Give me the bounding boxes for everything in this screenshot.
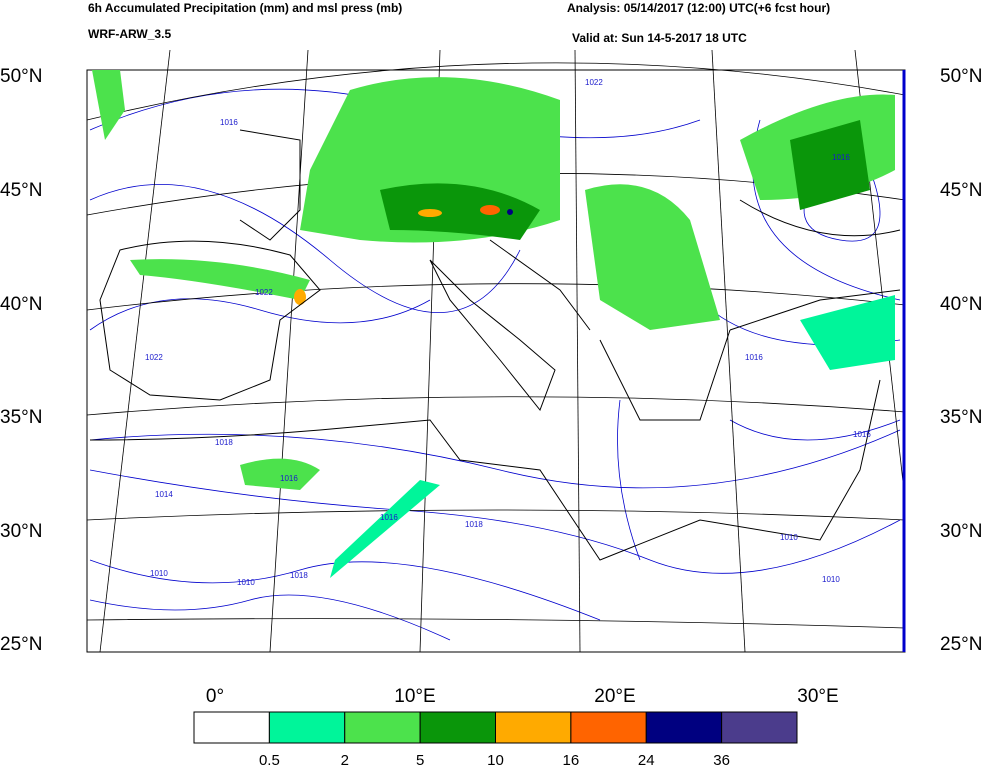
isobar-label: 1016 [220,118,238,127]
colorbar-swatch [570,711,647,744]
colorbar-swatch [268,711,346,744]
lat-label: 35°N [940,407,982,428]
isobar-label: 1016 [745,353,763,362]
lon-label: 10°E [394,686,435,707]
colorbar-label: 0.5 [259,752,280,768]
isobar-label: 1022 [145,353,163,362]
map [86,49,906,653]
isobar-label: 1016 [853,430,871,439]
lat-label: 25°N [940,634,982,655]
colorbar-swatch [344,711,421,744]
lat-label: 40°N [0,294,42,315]
lat-label: 50°N [940,66,982,87]
lat-label: 45°N [0,180,42,201]
isobar-label: 1016 [380,513,398,522]
isobar-label: 1018 [290,571,308,580]
colorbar-swatch [193,711,270,744]
colorbar-swatch [419,711,496,744]
lon-label: 30°E [797,686,838,707]
colorbar-swatch [495,711,572,744]
colorbar-label: 10 [487,752,504,768]
isobar-label: 1022 [255,288,273,297]
colorbar-label: 24 [638,752,655,768]
lat-label: 45°N [940,180,982,201]
colorbar-label: 36 [713,752,730,768]
colorbar-swatch [721,711,798,744]
colorbar-swatch [645,711,723,744]
colorbar: 0.5 2 5 10 16 24 36 [193,711,798,768]
title: 6h Accumulated Precipitation (mm) and ms… [88,1,402,15]
lat-label: 30°N [0,521,42,542]
analysis: Analysis: 05/14/2017 (12:00) UTC(+6 fcst… [567,1,830,15]
colorbar-label: 16 [563,752,580,768]
lon-label: 20°E [594,686,635,707]
lat-label: 40°N [940,294,982,315]
lon-label: 0° [206,686,224,707]
isobar-label: 1010 [780,533,798,542]
lat-label: 30°N [940,521,982,542]
model: WRF-ARW_3.5 [88,27,171,41]
isobar-label: 1010 [822,575,840,584]
isobar-label: 1018 [215,438,233,447]
colorbar-label: 5 [416,752,424,768]
isobar-label: 1018 [465,520,483,529]
isobar-label: 1022 [585,78,603,87]
isobar-label: 1010 [237,578,255,587]
precipitation [92,70,895,578]
isobar-label: 1010 [150,569,168,578]
lat-label: 50°N [0,66,42,87]
lat-label: 35°N [0,407,42,428]
coastlines [89,129,901,561]
valid-time: Valid at: Sun 14-5-2017 18 UTC [572,31,747,45]
lat-label: 25°N [0,634,42,655]
colorbar-label: 2 [341,752,349,768]
isobar-label: 1016 [832,153,850,162]
isobar-label: 1014 [155,490,173,499]
isobar-label: 1016 [280,474,298,483]
